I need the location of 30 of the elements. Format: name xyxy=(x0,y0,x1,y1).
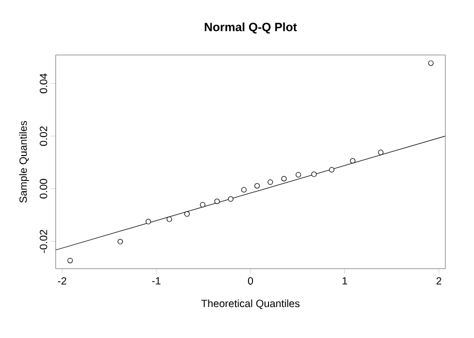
point xyxy=(268,179,273,185)
x-tick-label: -2 xyxy=(58,277,66,285)
point xyxy=(378,150,384,156)
point xyxy=(200,202,206,208)
point xyxy=(311,172,317,177)
x-axis-title: Theoretical Quantiles xyxy=(201,299,300,310)
chart-title: Normal Q-Q Plot xyxy=(204,22,297,34)
point xyxy=(146,218,151,224)
y-tick-label: -0.02 xyxy=(40,230,48,253)
y-tick-label: 0.04 xyxy=(40,74,48,94)
point xyxy=(166,216,172,222)
point xyxy=(281,176,287,182)
point xyxy=(214,198,220,204)
x-tick-label: 0 xyxy=(248,277,254,285)
point xyxy=(254,183,260,188)
y-tick-label: 0.02 xyxy=(40,126,48,146)
x-tick-label: 2 xyxy=(436,277,442,285)
point xyxy=(329,167,334,172)
x-tick-label: 1 xyxy=(342,277,348,284)
point xyxy=(228,196,234,202)
point xyxy=(184,211,190,217)
point xyxy=(350,158,356,164)
y-tick-label: 0.00 xyxy=(40,178,48,198)
y-axis-title: Sample Quantiles xyxy=(19,120,29,203)
x-tick-label: -1 xyxy=(152,277,160,284)
point xyxy=(118,238,123,244)
point xyxy=(241,187,247,192)
point xyxy=(296,172,302,178)
point xyxy=(67,258,73,264)
point xyxy=(428,60,434,66)
